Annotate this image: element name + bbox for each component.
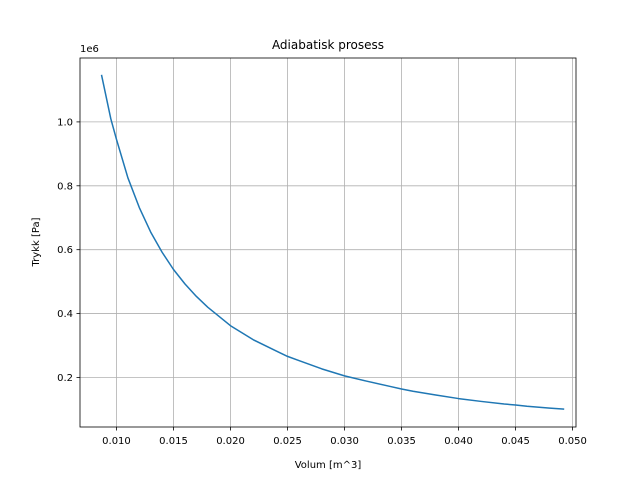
x-tick-label: 0.035 — [387, 436, 416, 447]
y-axis-label: Trykk [Pa] — [31, 217, 42, 267]
x-tick-label: 0.040 — [444, 436, 473, 447]
x-tick-label: 0.015 — [159, 436, 188, 447]
x-axis: 0.010 0.015 0.020 0.025 0.030 0.035 0.040 0.045… — [102, 427, 587, 447]
x-tick-label: 0.050 — [558, 436, 587, 447]
y-offset-text: 1e6 — [80, 44, 99, 55]
x-tick-label: 0.010 — [102, 436, 131, 447]
y-tick-label: 0.6 — [57, 245, 73, 256]
y-tick-label: 0.2 — [57, 373, 73, 384]
x-tick-label: 0.020 — [216, 436, 245, 447]
x-tick-label: 0.045 — [501, 436, 530, 447]
plot-frame — [79, 57, 577, 428]
grid — [80, 58, 576, 427]
y-axis: 0.2 0.4 0.6 0.8 1.0 — [57, 117, 80, 384]
y-tick-label: 1.0 — [57, 117, 73, 128]
chart-title: Adiabatisk prosess — [272, 38, 384, 52]
x-axis-label: Volum [m^3] — [295, 460, 362, 471]
x-tick-label: 0.030 — [330, 436, 359, 447]
y-tick-label: 0.8 — [57, 181, 73, 192]
series-layer — [100, 74, 565, 410]
y-tick-label: 0.4 — [57, 309, 73, 320]
series-line — [100, 74, 565, 410]
x-tick-label: 0.025 — [273, 436, 302, 447]
